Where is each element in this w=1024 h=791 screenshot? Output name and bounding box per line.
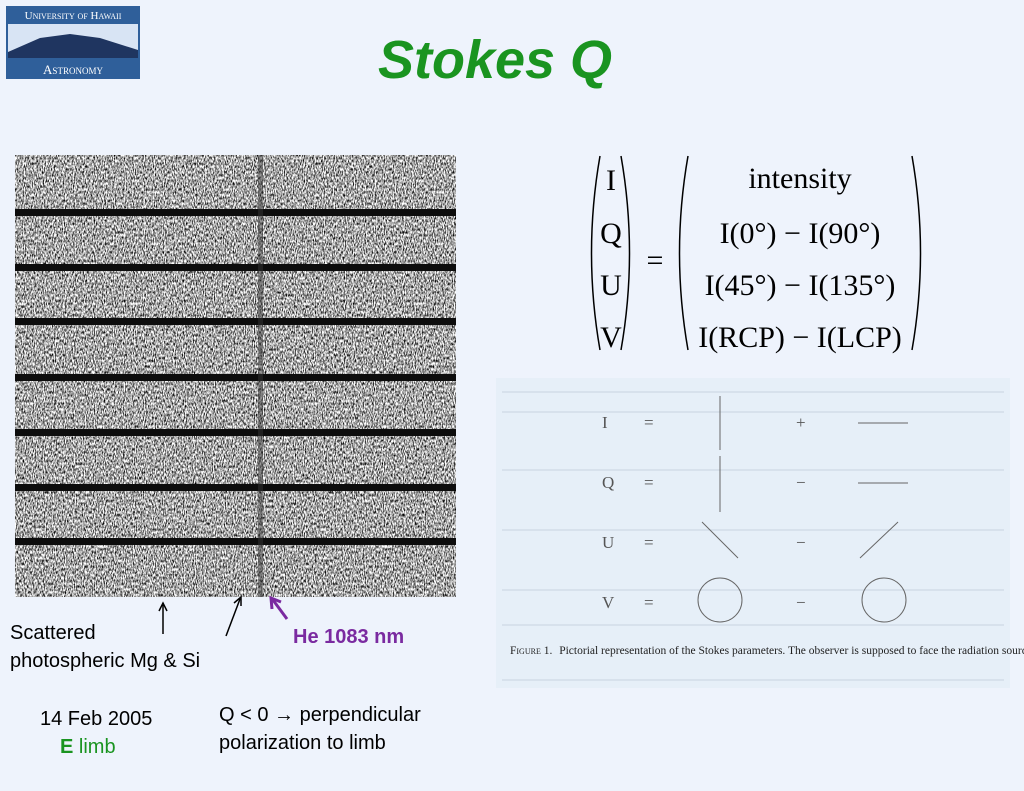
sign: − bbox=[796, 473, 806, 492]
note-line: Q < 0 → perpendicular bbox=[219, 704, 421, 726]
equals: = bbox=[644, 413, 654, 432]
paren bbox=[590, 155, 601, 351]
spectrogram bbox=[15, 155, 456, 597]
matrix-left: Q bbox=[600, 217, 622, 250]
line-core bbox=[258, 155, 263, 597]
logo-top: University of Hawaii bbox=[25, 10, 122, 22]
icon bbox=[697, 577, 743, 623]
arrow bbox=[225, 598, 241, 637]
matrix-right: intensity bbox=[748, 162, 851, 195]
pointer-arrows bbox=[158, 595, 242, 637]
faint-text bbox=[502, 391, 1004, 681]
caption-text: Pictorial representation of the Stokes p… bbox=[559, 645, 1024, 657]
symbol: Q bbox=[602, 473, 614, 492]
symbol: I bbox=[602, 413, 608, 432]
limb-label: E limb bbox=[60, 736, 116, 758]
limb-letter: E bbox=[60, 736, 73, 758]
he-arrow bbox=[269, 595, 289, 620]
paren bbox=[678, 155, 689, 351]
band bbox=[15, 374, 456, 381]
sign: − bbox=[796, 593, 806, 612]
equals: = bbox=[644, 473, 654, 492]
he-label: He 1083 nm bbox=[293, 626, 404, 648]
symbol: U bbox=[602, 533, 614, 552]
sign: + bbox=[796, 413, 806, 432]
matrix-left: V bbox=[600, 321, 622, 354]
note-line: polarization to limb bbox=[219, 732, 386, 754]
arrowhead bbox=[158, 601, 168, 612]
label-line: photospheric Mg & Si bbox=[10, 650, 200, 672]
figure-icons bbox=[697, 396, 908, 623]
arrowhead bbox=[269, 595, 282, 610]
limb-word: limb bbox=[79, 736, 116, 758]
band bbox=[15, 318, 456, 325]
matrix-right: I(0°) − I(90°) bbox=[720, 217, 881, 250]
band bbox=[15, 484, 456, 491]
matrix-left: U bbox=[600, 269, 622, 302]
figure-rows: I = + Q = − U = − V = − bbox=[602, 413, 806, 612]
arrow bbox=[271, 599, 289, 620]
logo-mountain bbox=[8, 34, 138, 58]
paren bbox=[620, 155, 631, 351]
matrix-right: I(45°) − I(135°) bbox=[705, 269, 896, 302]
title: Stokes Q bbox=[378, 30, 612, 90]
logo-bottom: Astronomy bbox=[43, 62, 103, 77]
matrix-equals: = bbox=[647, 244, 664, 277]
symbol: V bbox=[602, 593, 615, 612]
note: Q < 0 → perpendicular polarization to li… bbox=[219, 704, 426, 754]
icon bbox=[861, 577, 907, 623]
stokes-matrix: I Q U V = intensity I(0°) − I(90°) I(45°… bbox=[590, 155, 922, 354]
icon bbox=[859, 521, 899, 559]
band bbox=[15, 264, 456, 271]
label-line: Scattered bbox=[10, 622, 96, 644]
dark-bands bbox=[15, 209, 456, 545]
date: 14 Feb 2005 bbox=[40, 708, 152, 730]
arrowhead bbox=[233, 595, 242, 606]
equals: = bbox=[644, 533, 654, 552]
matrix-right: I(RCP) − I(LCP) bbox=[698, 321, 902, 354]
stokes-figure: I = + Q = − U = − V = − Figure 1. Pictor… bbox=[496, 378, 1024, 688]
logo: University of Hawaii Astronomy bbox=[6, 6, 140, 79]
sign: − bbox=[796, 533, 806, 552]
icon bbox=[701, 521, 739, 559]
figure-bg bbox=[496, 378, 1010, 688]
caption-label: Figure 1. bbox=[510, 645, 552, 657]
equals: = bbox=[644, 593, 654, 612]
scattered-label: Scattered photospheric Mg & Si bbox=[10, 622, 200, 672]
band bbox=[15, 538, 456, 545]
band bbox=[15, 429, 456, 436]
figure-caption: Figure 1. Pictorial representation of th… bbox=[510, 645, 1024, 657]
band bbox=[15, 209, 456, 216]
paren bbox=[911, 155, 922, 351]
matrix-left: I bbox=[606, 164, 616, 197]
